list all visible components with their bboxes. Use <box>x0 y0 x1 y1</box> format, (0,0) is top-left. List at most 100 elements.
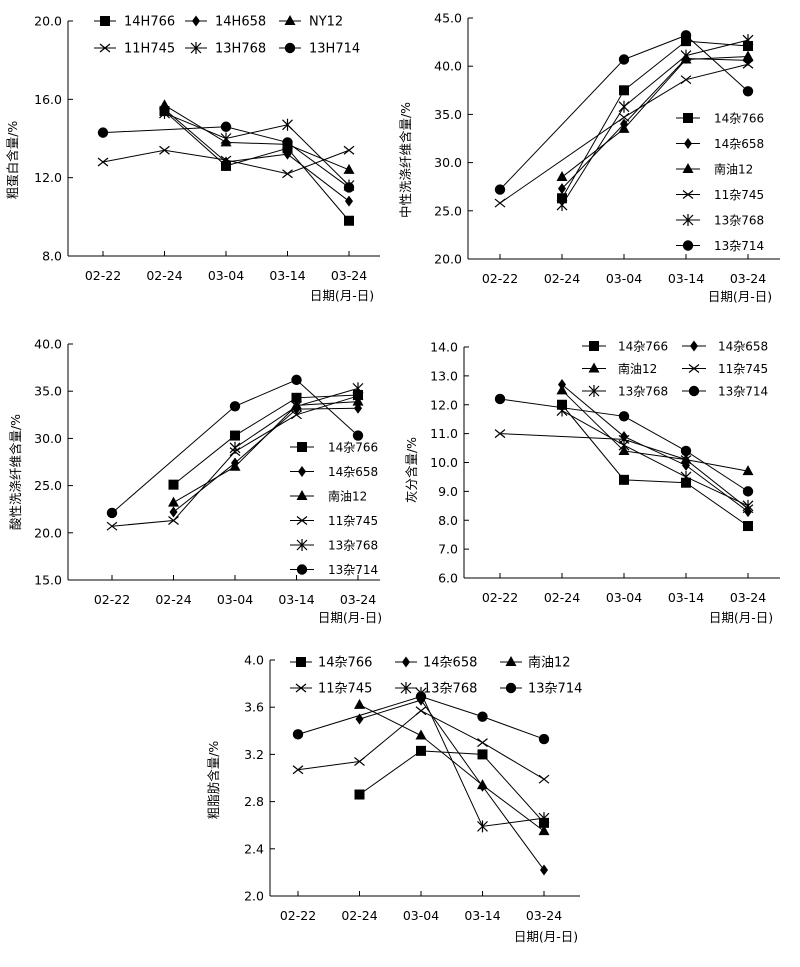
legend-label: 13杂714 <box>328 563 378 577</box>
data-point <box>477 779 488 790</box>
legend-entry: 13杂768 <box>290 539 378 553</box>
data-point <box>354 757 365 766</box>
data-point <box>106 507 118 519</box>
y-tick-label: 35.0 <box>34 384 62 399</box>
legend-entry: 14杂658 <box>676 137 764 151</box>
y-tick-label: 16.0 <box>34 92 62 107</box>
legend-entry: 11H745 <box>94 42 175 57</box>
x-tick-label: 02-24 <box>341 908 377 923</box>
legend-entry: 14杂766 <box>582 340 668 354</box>
data-point <box>618 411 630 422</box>
legend-label: 11杂745 <box>318 682 372 697</box>
y-tick-label: 13.0 <box>430 368 458 383</box>
data-point <box>477 738 488 748</box>
data-point <box>220 155 232 165</box>
legend-label: 南油12 <box>714 162 753 177</box>
legend-entry: 13杂714 <box>290 563 378 577</box>
legend-marker <box>296 516 308 525</box>
legend-marker <box>682 190 694 199</box>
x-tick-label: 03-24 <box>730 590 766 605</box>
legend-entry: 11杂745 <box>682 362 768 376</box>
series-6 <box>494 30 754 195</box>
x-axis-title: 日期(月-日) <box>310 288 374 303</box>
legend-marker <box>400 682 412 694</box>
legend-entry: 14杂658 <box>682 340 768 354</box>
data-point <box>680 470 692 483</box>
series-5 <box>229 382 364 454</box>
data-point <box>618 122 630 133</box>
data-point <box>681 36 691 47</box>
legend-marker <box>284 15 296 25</box>
series-5 <box>556 34 754 212</box>
legend-entry: 13杂768 <box>676 214 764 228</box>
data-point <box>477 749 488 760</box>
x-tick-label: 02-22 <box>85 268 121 283</box>
legend-label: 14杂658 <box>718 340 768 354</box>
data-point <box>353 389 363 400</box>
data-point <box>742 86 754 97</box>
series-4 <box>494 59 754 208</box>
y-tick-label: 10.0 <box>430 455 458 470</box>
data-point <box>742 34 754 47</box>
legend-entry: 11杂745 <box>676 188 764 202</box>
series-5 <box>556 404 754 512</box>
data-point <box>558 183 566 195</box>
data-point <box>494 429 506 439</box>
data-point <box>477 711 488 722</box>
y-tick-label: 12.0 <box>34 170 62 185</box>
legend-label: 13杂768 <box>423 682 477 697</box>
series-line <box>561 384 749 512</box>
legend-marker <box>190 42 202 54</box>
data-point <box>168 496 179 507</box>
series-4 <box>97 145 355 179</box>
x-tick-label: 02-22 <box>482 590 518 605</box>
legend-marker <box>688 385 700 397</box>
series-line <box>499 34 749 190</box>
series-line <box>297 696 545 740</box>
data-point <box>556 199 568 212</box>
x-tick-label: 03-14 <box>668 590 704 605</box>
x-tick-label: 03-04 <box>217 592 253 607</box>
y-tick-label: 2.4 <box>244 841 264 856</box>
legend-label: 13H768 <box>215 42 266 57</box>
y-axis-title: 中性洗涤纤维含量/% <box>398 102 413 218</box>
y-axis-title: 酸性洗涤纤维含量/% <box>8 414 23 530</box>
series-6 <box>292 691 550 745</box>
y-tick-label: 6.0 <box>438 571 458 586</box>
data-point <box>742 465 754 476</box>
series-line <box>173 394 359 486</box>
legend-label: 13H714 <box>309 42 360 57</box>
legend-label: 13杂768 <box>328 539 378 553</box>
legend-marker <box>688 364 700 373</box>
data-point <box>540 864 548 876</box>
data-point <box>291 400 302 413</box>
chart-panel-4: 6.0 7.0 8.0 9.0 10.0 11.0 12.0 13.0 14.0 02-22 02-… <box>404 340 780 625</box>
series-line <box>561 404 749 527</box>
series-3 <box>354 698 550 836</box>
legend: 14杂766 14杂658 南油12 11杂745 13杂768 13杂714 <box>290 441 378 577</box>
series-6 <box>97 121 355 193</box>
series-line <box>102 126 350 188</box>
legend-marker <box>589 341 599 351</box>
data-point <box>291 392 302 403</box>
x-tick-label: 03-14 <box>464 908 500 923</box>
y-tick-label: 12.0 <box>430 397 458 412</box>
series-line <box>499 433 749 510</box>
data-point <box>680 445 692 457</box>
x-tick-label: 03-24 <box>730 271 766 286</box>
y-tick-label: 20.0 <box>34 525 62 540</box>
chart-panel-5: 2.0 2.4 2.8 3.2 3.6 4.0 02-22 02-24 03-04 03-14 03… <box>206 653 582 945</box>
data-point <box>282 169 293 179</box>
legend-entry: 14杂766 <box>290 441 378 455</box>
series-line <box>359 699 545 871</box>
data-point <box>415 706 427 716</box>
legend-entry: 14杂766 <box>290 656 372 671</box>
legend-marker <box>284 42 296 54</box>
y-tick-label: 40.0 <box>434 59 462 74</box>
series-line <box>561 39 749 206</box>
data-point <box>343 145 355 155</box>
legend-label: 14杂658 <box>328 465 378 479</box>
series-line <box>499 398 749 492</box>
series-5 <box>415 687 550 833</box>
data-point <box>352 430 364 441</box>
